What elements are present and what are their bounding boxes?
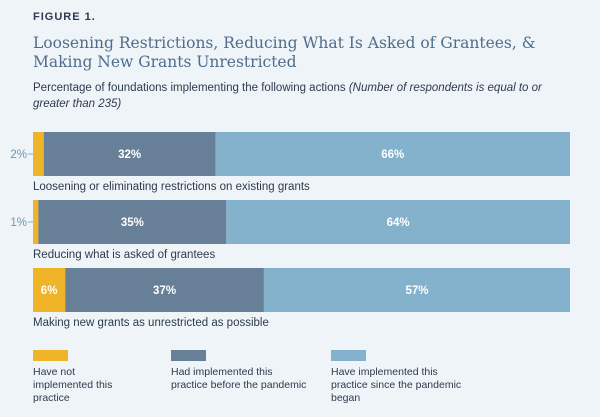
legend-swatch (33, 350, 68, 361)
bar-value-label: 57% (405, 285, 428, 297)
bar-segment (65, 268, 264, 312)
bar-segment (263, 268, 570, 312)
bar-value-label: 37% (153, 285, 176, 297)
category-label: Making new grants as unrestricted as pos… (33, 317, 269, 329)
category-label: Loosening or eliminating restrictions on… (33, 181, 310, 193)
bar-segment (43, 132, 216, 176)
legend-label: Have not implemented this practice (33, 366, 112, 404)
bar-segment (33, 132, 44, 176)
bar-segment (33, 268, 66, 312)
bar-value-label: 66% (381, 149, 404, 161)
subtitle-text: Percentage of foundations implementing t… (33, 82, 346, 94)
bar-segment (38, 200, 227, 244)
bar-value-label: 64% (387, 217, 410, 229)
bar-segment (33, 200, 39, 244)
bar-value-label: 32% (118, 149, 141, 161)
bar-segment (215, 132, 570, 176)
legend-label: Have implemented this practice since the … (331, 366, 461, 404)
legend-swatch (331, 350, 366, 361)
chart-title: Loosening Restrictions, Reducing What Is… (33, 34, 536, 71)
bar-value-label: 2% (10, 149, 27, 161)
figure-label: FIGURE 1. (33, 11, 96, 23)
subtitle-note: (Number of respondents is equal to or gr… (33, 82, 542, 110)
bar-value-label: 35% (121, 217, 144, 229)
bar-value-label: 6% (41, 285, 58, 297)
bar-segment (226, 200, 570, 244)
category-label: Reducing what is asked of grantees (33, 249, 215, 261)
bar-value-label: 1% (10, 217, 27, 229)
legend-label: Had implemented this practice before the … (171, 366, 306, 391)
legend-swatch (171, 350, 206, 361)
chart-subtitle: Percentage of foundations implementing t… (33, 80, 578, 112)
